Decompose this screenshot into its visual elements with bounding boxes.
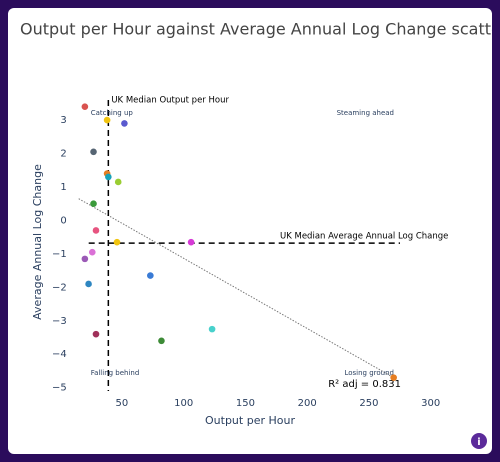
quadrant-label: Catching up (91, 109, 134, 117)
point (81, 255, 89, 263)
median-x-label: UK Median Output per Hour (111, 96, 229, 106)
info-icon[interactable]: i (477, 437, 480, 448)
x-tick-label: 100 (174, 398, 193, 409)
point (121, 120, 128, 127)
point (85, 280, 92, 288)
point (88, 248, 96, 256)
point (208, 325, 216, 333)
point (187, 238, 195, 246)
point (81, 103, 89, 110)
point (114, 178, 122, 186)
y-tick-label: −2 (52, 282, 67, 293)
info-button[interactable] (471, 433, 487, 449)
y-tick-label: 0 (60, 215, 66, 226)
point (113, 238, 121, 246)
chart-title: Output per Hour against Average Annual L… (20, 20, 492, 39)
card: Output per Hour against Average Annual L… (8, 8, 492, 454)
x-axis-title: Output per Hour (205, 414, 295, 427)
point (92, 330, 100, 338)
point (90, 148, 97, 156)
x-tick-label: 300 (421, 398, 440, 409)
point (158, 337, 165, 345)
x-tick-label: 200 (298, 398, 317, 409)
y-tick-label: −4 (52, 349, 67, 360)
y-tick-label: −1 (52, 249, 67, 260)
y-tick-label: −3 (52, 316, 67, 327)
x-tick-label: 150 (236, 398, 255, 409)
quadrant-label: Losing ground (344, 369, 394, 377)
y-axis-title: Average Annual Log Change (31, 164, 44, 320)
y-tick-label: 2 (60, 149, 66, 160)
point (105, 173, 112, 181)
r2-label: R² adj = 0.831 (328, 379, 401, 390)
point (103, 116, 111, 124)
quadrant-label: Falling behind (91, 369, 140, 377)
x-tick-label: 250 (359, 398, 378, 409)
point (147, 272, 154, 279)
x-tick-label: 50 (116, 398, 129, 409)
point (390, 374, 397, 381)
chart: Output per Hour against Average Annual L… (20, 20, 492, 449)
point (90, 200, 97, 207)
y-tick-label: 3 (60, 115, 66, 126)
y-tick-label: −5 (52, 383, 67, 394)
y-tick-label: 1 (60, 182, 66, 193)
trend-line (78, 198, 394, 379)
point (92, 227, 100, 234)
median-y-label: UK Median Average Annual Log Change (280, 232, 448, 242)
quadrant-label: Steaming ahead (337, 109, 394, 117)
